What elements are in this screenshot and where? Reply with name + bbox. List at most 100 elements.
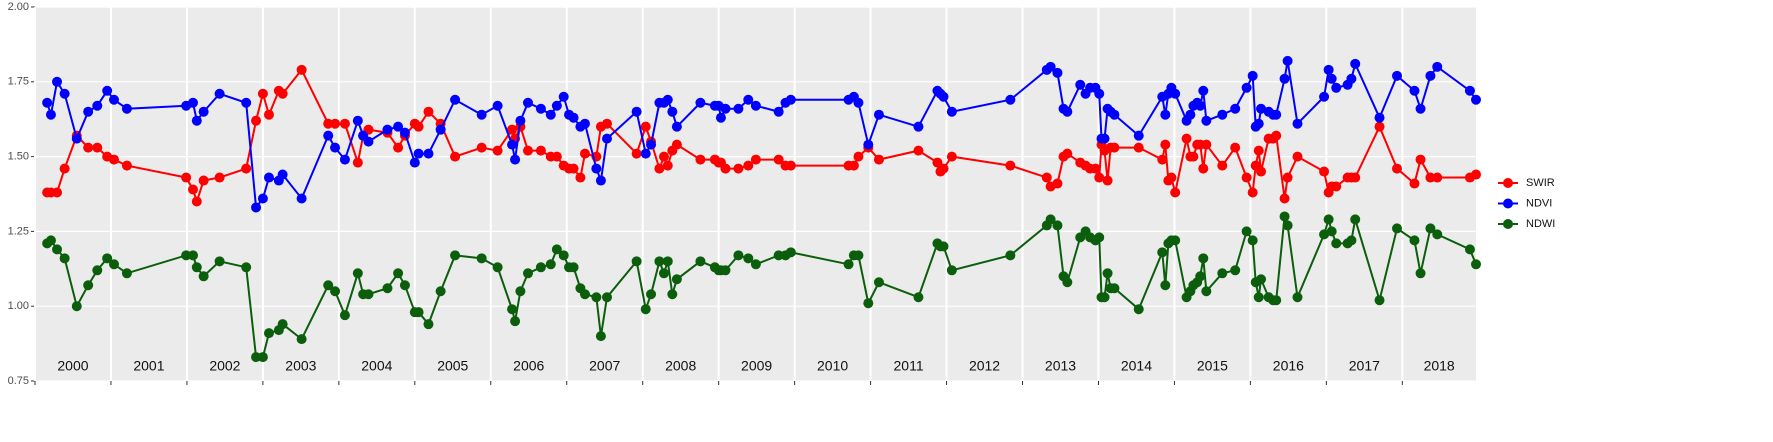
point <box>198 175 209 186</box>
legend-key <box>1503 178 1513 188</box>
point <box>579 148 590 159</box>
point <box>773 250 784 261</box>
point <box>654 256 665 267</box>
point <box>296 334 307 345</box>
point <box>1319 229 1330 240</box>
point <box>492 100 503 111</box>
point <box>1075 79 1086 90</box>
point <box>1279 211 1290 222</box>
point <box>662 160 673 171</box>
point <box>913 145 924 156</box>
point <box>198 271 209 282</box>
point <box>393 121 404 132</box>
point <box>102 85 113 96</box>
point <box>913 121 924 132</box>
point <box>1425 172 1436 183</box>
x-tick-label: 2006 <box>513 358 544 374</box>
point <box>671 274 682 285</box>
point <box>938 241 949 252</box>
point <box>654 163 665 174</box>
point <box>733 103 744 114</box>
point <box>1217 109 1228 120</box>
point <box>591 163 602 174</box>
y-tick-label: 1.75 <box>8 76 29 88</box>
point <box>1217 268 1228 279</box>
point <box>1041 172 1052 183</box>
point <box>1282 55 1293 66</box>
point <box>92 100 103 111</box>
point <box>1195 271 1206 282</box>
series <box>42 55 1481 213</box>
point <box>522 268 533 279</box>
point <box>476 253 487 264</box>
point <box>743 94 754 105</box>
point <box>848 160 859 171</box>
point <box>1425 70 1436 81</box>
point <box>785 247 796 258</box>
point <box>42 97 53 108</box>
point <box>1005 160 1016 171</box>
point <box>535 145 546 156</box>
point <box>1102 268 1113 279</box>
point <box>188 250 199 261</box>
point <box>631 148 642 159</box>
point <box>45 109 56 120</box>
point <box>946 106 957 117</box>
point <box>52 187 63 198</box>
point <box>1094 88 1105 99</box>
point <box>1160 280 1171 291</box>
point <box>1201 115 1212 126</box>
point <box>363 289 374 300</box>
point <box>575 172 586 183</box>
point <box>1326 226 1337 237</box>
point <box>1090 163 1101 174</box>
point <box>399 280 410 291</box>
point <box>1319 91 1330 102</box>
point <box>399 127 410 138</box>
point <box>1391 163 1402 174</box>
point <box>241 97 252 108</box>
series <box>42 64 1481 207</box>
point <box>423 148 434 159</box>
point <box>339 154 350 165</box>
point <box>1160 109 1171 120</box>
point <box>1292 292 1303 303</box>
point <box>277 169 288 180</box>
point <box>1331 82 1342 93</box>
point <box>938 91 949 102</box>
point <box>435 286 446 297</box>
point <box>785 160 796 171</box>
point <box>873 109 884 120</box>
point <box>750 100 761 111</box>
point <box>45 235 56 246</box>
point <box>450 94 461 105</box>
point <box>671 121 682 132</box>
point <box>277 319 288 330</box>
point <box>646 289 657 300</box>
plot-panel <box>35 7 1476 381</box>
point <box>363 136 374 147</box>
point <box>1109 109 1120 120</box>
point <box>59 163 70 174</box>
point <box>743 160 754 171</box>
point <box>853 151 864 162</box>
point <box>1230 103 1241 114</box>
point <box>1195 100 1206 111</box>
x-tick-label: 2004 <box>361 358 392 374</box>
point <box>1319 166 1330 177</box>
point <box>1374 121 1385 132</box>
point <box>1166 172 1177 183</box>
point <box>591 292 602 303</box>
point <box>1230 265 1241 276</box>
point <box>1271 109 1282 120</box>
legend-key <box>1503 198 1513 209</box>
point <box>1201 286 1212 297</box>
point <box>515 286 526 297</box>
point <box>1045 61 1056 72</box>
point <box>121 103 132 114</box>
point <box>667 289 678 300</box>
point <box>1217 160 1228 171</box>
point <box>1099 133 1110 144</box>
point <box>1185 109 1196 120</box>
